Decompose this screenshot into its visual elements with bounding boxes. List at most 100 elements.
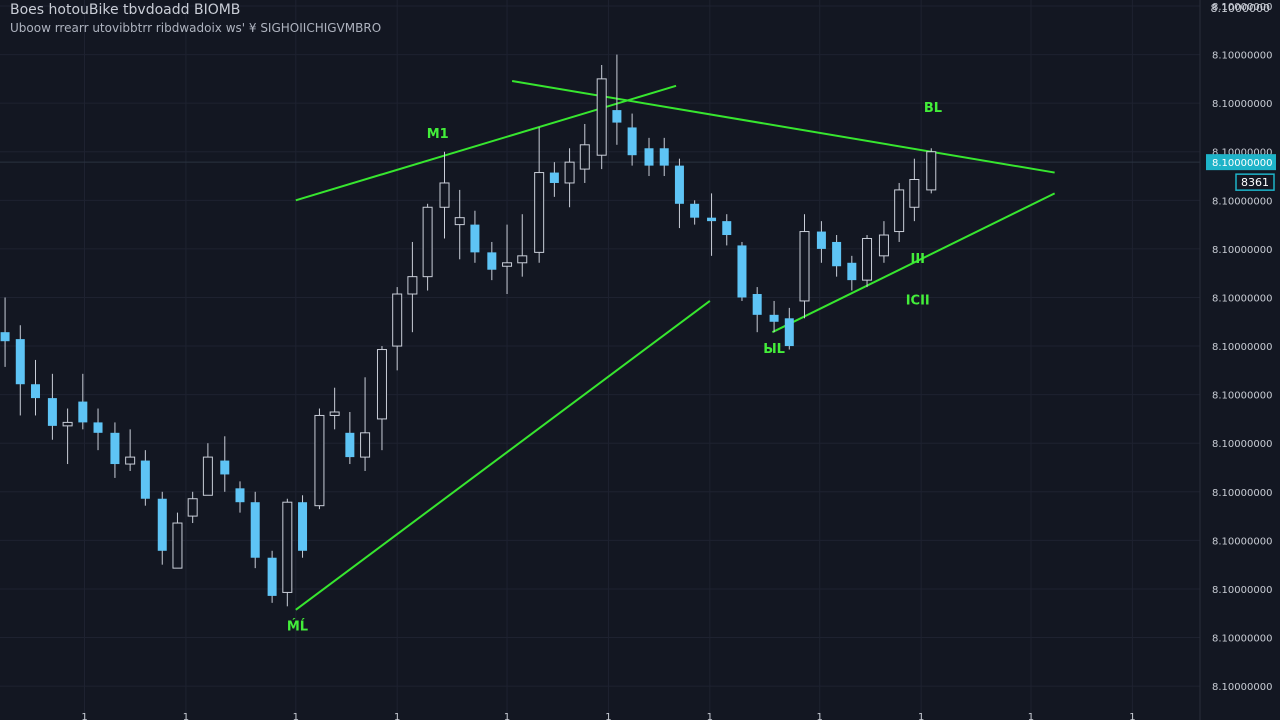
- price-label: 8.10000000: [1212, 245, 1272, 256]
- candle-body-down: [267, 557, 277, 596]
- time-tick-label: 1: [81, 712, 87, 720]
- price-label: 8.10000000: [1212, 196, 1272, 207]
- candle-body-up: [517, 255, 528, 264]
- trend-label: M1: [427, 127, 449, 142]
- candle-body-down: [298, 502, 308, 551]
- price-axis: 8.10000000 8.10000000 8.10000000 8.10000000…: [1206, 2, 1276, 693]
- price-label: 8.10000000: [1212, 99, 1272, 110]
- candle-body-up: [799, 231, 810, 302]
- candle-body-down: [235, 488, 245, 503]
- candle-body-down: [769, 314, 779, 322]
- candle-body-down: [220, 460, 230, 475]
- candle-body-down: [722, 221, 732, 236]
- candle-body-down: [690, 203, 700, 218]
- time-tick-label: 1: [504, 712, 510, 720]
- candle-body-down: [659, 148, 669, 166]
- candle-body-up: [360, 432, 371, 458]
- candle-body-down: [78, 401, 88, 423]
- candle-body-down: [784, 318, 794, 347]
- price-label: 8.10000000: [1212, 682, 1272, 693]
- chart-subtitle: Uboow rrearr utovibbtrr ribdwadoix ws' ¥…: [10, 21, 382, 35]
- candle-body-down: [470, 224, 480, 253]
- corner-label: 8.1000000: [1210, 2, 1271, 15]
- candle-body-up: [564, 161, 575, 184]
- candle-body-up: [392, 293, 403, 347]
- candle-body-down: [250, 502, 260, 558]
- candle-body-up: [282, 501, 293, 593]
- candle-body-down: [487, 252, 497, 270]
- candle-body-down: [345, 432, 355, 458]
- time-tick-label: 1: [707, 712, 713, 720]
- candle-body-up: [202, 456, 213, 496]
- trend-label: BL: [924, 101, 942, 116]
- annotation-layer: ḾĹ M1 BL III ICII ЫL: [287, 101, 942, 634]
- candle-body-down: [15, 339, 25, 385]
- candle-body-up: [407, 276, 418, 295]
- chart-title: Boes hotouBike tbvdoadd BIOMB: [10, 2, 241, 18]
- candle-body-down: [627, 127, 637, 156]
- price-label: 8.10000000: [1212, 391, 1272, 402]
- candle-body-up: [422, 206, 433, 278]
- candle-body-up: [894, 189, 905, 233]
- trendline: [295, 84, 677, 202]
- price-label: 8.10000000: [1212, 342, 1272, 353]
- time-tick-label: 1: [1028, 712, 1034, 720]
- candle-body-down: [832, 241, 842, 267]
- candle-body-down: [110, 432, 120, 465]
- candle-body-up: [909, 179, 920, 208]
- price-label: 8.10000000: [1212, 488, 1272, 499]
- trend-label: III: [910, 252, 925, 267]
- trend-label: ICII: [906, 293, 930, 308]
- candle-body-up: [376, 349, 387, 420]
- candle-body-up: [314, 414, 325, 507]
- time-axis: 1 1 1 1 1 1 1 1 1 1 1: [81, 712, 1135, 720]
- candle-body-down: [816, 231, 826, 249]
- time-tick-label: 1: [394, 712, 400, 720]
- trend-label: ЫL: [763, 342, 785, 357]
- candle-body-up: [579, 144, 590, 170]
- candle-body-up: [534, 172, 545, 253]
- time-tick-label: 1: [1129, 712, 1135, 720]
- candle-body-down: [47, 398, 57, 426]
- candle-body-down: [737, 245, 747, 298]
- candle-body-down: [644, 148, 654, 166]
- candle-body-up: [329, 411, 340, 416]
- time-tick-label: 1: [183, 712, 189, 720]
- price-label: 8.10000000: [1212, 2, 1272, 13]
- time-tick-label: 1: [605, 712, 611, 720]
- time-tick-label: 1: [293, 712, 299, 720]
- candle-body-down: [30, 384, 40, 399]
- candle-body-up: [125, 456, 136, 465]
- price-label: 8.10000000: [1212, 51, 1272, 62]
- candle-body-down: [752, 294, 762, 315]
- candle-body-up: [187, 498, 198, 517]
- candle-body-down: [674, 165, 684, 204]
- current-price-sublabel: 8361: [1241, 176, 1269, 189]
- candle-body-down: [0, 332, 10, 342]
- candle-body-up: [172, 522, 183, 569]
- candle-body-up: [502, 262, 513, 267]
- candle-body-down: [707, 217, 717, 222]
- time-tick-label: 1: [817, 712, 823, 720]
- trend-label: ḾĹ: [287, 619, 308, 635]
- current-price-subtag: [1235, 173, 1275, 191]
- trendline: [771, 192, 1056, 334]
- price-label: 8.10000000: [1212, 148, 1272, 159]
- price-label: 8.10000000: [1212, 439, 1272, 450]
- candle-body-up: [878, 234, 889, 257]
- price-label: 8.10000000: [1212, 634, 1272, 645]
- time-tick-label: 1: [918, 712, 924, 720]
- candle-body-up: [862, 237, 873, 281]
- candle-body-up: [454, 217, 465, 226]
- price-label: 8.10000000: [1212, 536, 1272, 547]
- candle-body-down: [549, 172, 559, 183]
- current-price-tag: [1206, 154, 1276, 171]
- candle-body-up: [439, 182, 450, 208]
- price-label: 8.10000000: [1212, 293, 1272, 304]
- price-label: 8.10000000: [1212, 585, 1272, 596]
- candle-body-down: [140, 460, 150, 499]
- candle-body-down: [93, 422, 103, 433]
